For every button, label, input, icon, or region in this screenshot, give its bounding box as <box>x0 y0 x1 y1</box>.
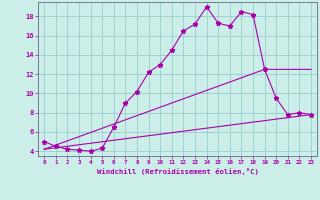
X-axis label: Windchill (Refroidissement éolien,°C): Windchill (Refroidissement éolien,°C) <box>97 168 259 175</box>
